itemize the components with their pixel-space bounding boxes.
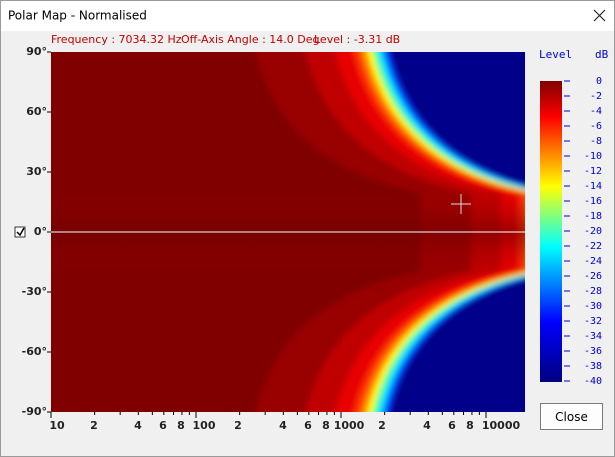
frequency-readout: Frequency : 7034.32 Hz: [51, 33, 182, 46]
colorbar-label: -26: [584, 271, 602, 282]
colorbar-label: -24: [584, 256, 602, 267]
colorbar-label: -18: [584, 211, 602, 222]
checkmark: [16, 227, 25, 237]
heatmap: [51, 52, 525, 412]
y-axis-label: -90°: [22, 405, 47, 418]
colorbar-label: -28: [584, 286, 602, 297]
x-axis-label: 2: [234, 419, 242, 432]
y-axis-label: -60°: [22, 345, 47, 358]
colorbar-label: -6: [590, 121, 602, 132]
x-axis-label: 6: [304, 419, 312, 432]
colorbar-label: -36: [584, 346, 602, 357]
x-axis-label: 4: [423, 419, 431, 432]
y-axis-label: 30°: [26, 165, 47, 178]
level-readout: Level : -3.31 dB: [314, 33, 400, 46]
close-icon[interactable]: [593, 9, 606, 22]
colorbar-title: Level: [539, 48, 572, 61]
colorbar-label: -8: [590, 136, 602, 147]
x-axis-label: 4: [134, 419, 142, 432]
colorbar-label: -14: [584, 181, 602, 192]
y-axis-label: 0°: [34, 225, 47, 238]
close-button[interactable]: Close: [540, 403, 603, 430]
x-axis-label: 10: [49, 419, 65, 432]
y-axis-label: 60°: [26, 105, 47, 118]
colorbar-label: -12: [584, 166, 602, 177]
x-axis-label: 10000: [482, 419, 521, 432]
title-bar: [1, 1, 614, 31]
y-axis-label: 90°: [26, 45, 47, 58]
x-axis-label: 1000: [334, 419, 365, 432]
x-axis-label: 8: [322, 419, 330, 432]
colorbar-label: -30: [584, 301, 602, 312]
colorbar: [540, 81, 562, 382]
colorbar-label: 0: [596, 76, 602, 87]
x-axis-label: 6: [448, 419, 456, 432]
colorbar-label: -40: [584, 376, 602, 387]
colorbar-unit: dB: [595, 48, 609, 61]
x-axis-label: 6: [159, 419, 167, 432]
x-axis-label: 100: [193, 419, 216, 432]
colorbar-label: -32: [584, 316, 602, 327]
colorbar-label: -10: [584, 151, 602, 162]
checkbox[interactable]: [14, 226, 26, 238]
x-axis-label: 8: [177, 419, 185, 432]
window-title: Polar Map - Normalised: [8, 9, 147, 23]
angle-readout: Off-Axis Angle : 14.0 Deg: [181, 33, 320, 46]
x-axis-label: 2: [90, 419, 98, 432]
colorbar-label: -4: [590, 106, 602, 117]
x-axis-label: 4: [279, 419, 287, 432]
colorbar-label: -20: [584, 226, 602, 237]
x-axis-label: 2: [378, 419, 386, 432]
y-axis-label: -30°: [22, 285, 47, 298]
colorbar-label: -16: [584, 196, 602, 207]
colorbar-label: -34: [584, 331, 602, 342]
colorbar-label: -22: [584, 241, 602, 252]
colorbar-label: -38: [584, 361, 602, 372]
x-axis-label: 8: [466, 419, 474, 432]
colorbar-label: -2: [590, 91, 602, 102]
